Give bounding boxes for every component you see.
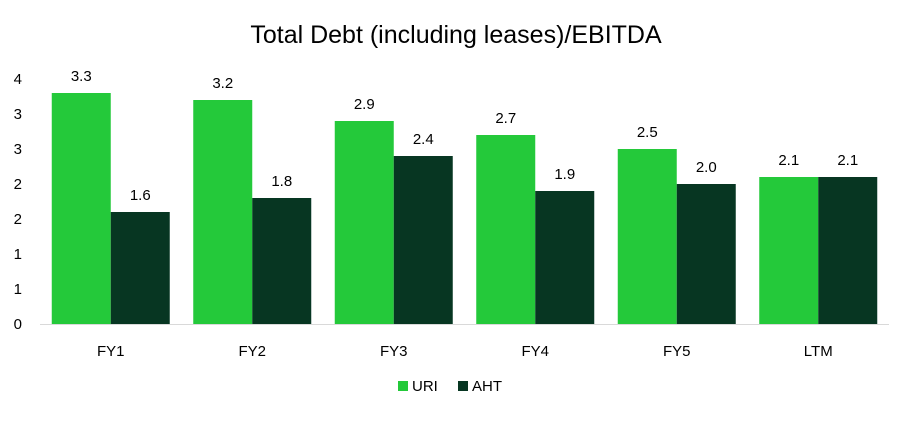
data-label-uri-fy4: 2.7 (495, 110, 516, 127)
data-label-aht-fy3: 2.4 (413, 131, 434, 148)
data-label-aht-fy1: 1.6 (130, 187, 151, 204)
x-axis: FY1 FY2 FY3 FY4 FY5 LTM (40, 324, 889, 360)
bar-uri-fy1 (51, 93, 111, 324)
legend-swatch-aht (458, 381, 468, 391)
bar-uri-fy4 (476, 135, 536, 324)
bar-uri-fy5 (617, 149, 677, 324)
data-label-uri-fy1: 3.3 (71, 68, 92, 85)
y-tick-label: 4 (14, 71, 22, 88)
data-label-aht-fy2: 1.8 (271, 173, 292, 190)
y-tick-label: 2 (14, 211, 22, 228)
y-tick-label: 0 (14, 316, 22, 333)
bar-aht-fy5 (676, 184, 736, 324)
bar-aht-fy1 (110, 212, 170, 324)
bar-aht-fy4 (535, 191, 595, 324)
data-label-uri-ltm: 2.1 (778, 152, 799, 169)
x-tick-label: FY2 (238, 343, 266, 360)
x-tick-label: FY4 (521, 343, 549, 360)
data-label-aht-fy5: 2.0 (696, 159, 717, 176)
x-tick-label: FY1 (97, 343, 125, 360)
data-label-aht-ltm: 2.1 (837, 152, 858, 169)
data-label-uri-fy2: 3.2 (212, 75, 233, 92)
y-tick-label: 3 (14, 106, 22, 123)
x-tick-label: LTM (804, 343, 833, 360)
x-tick-label: FY3 (380, 343, 408, 360)
y-tick-label: 1 (14, 246, 22, 263)
y-tick-label: 1 (14, 281, 22, 298)
data-label-uri-fy3: 2.9 (354, 96, 375, 113)
bar-aht-fy3 (393, 156, 453, 324)
legend: URI AHT (398, 378, 502, 395)
legend-label-aht: AHT (472, 378, 502, 395)
x-tick-label: FY5 (663, 343, 691, 360)
bar-uri-fy2 (193, 100, 253, 324)
data-label-aht-fy4: 1.9 (554, 166, 575, 183)
y-axis: 0 1 1 2 2 3 3 4 (14, 71, 22, 333)
legend-label-uri: URI (412, 378, 438, 395)
chart-title: Total Debt (including leases)/EBITDA (250, 21, 662, 49)
y-tick-label: 2 (14, 176, 22, 193)
bar-aht-ltm (818, 177, 878, 324)
bar-uri-fy3 (334, 121, 394, 324)
data-label-uri-fy5: 2.5 (637, 124, 658, 141)
y-tick-label: 3 (14, 141, 22, 158)
bar-aht-fy2 (252, 198, 312, 324)
bars-group: 3.3 1.6 3.2 1.8 2.9 2.4 2.7 1.9 2.5 2.0 2.1 2.1 (51, 68, 878, 324)
legend-swatch-uri (398, 381, 408, 391)
bar-uri-ltm (759, 177, 819, 324)
